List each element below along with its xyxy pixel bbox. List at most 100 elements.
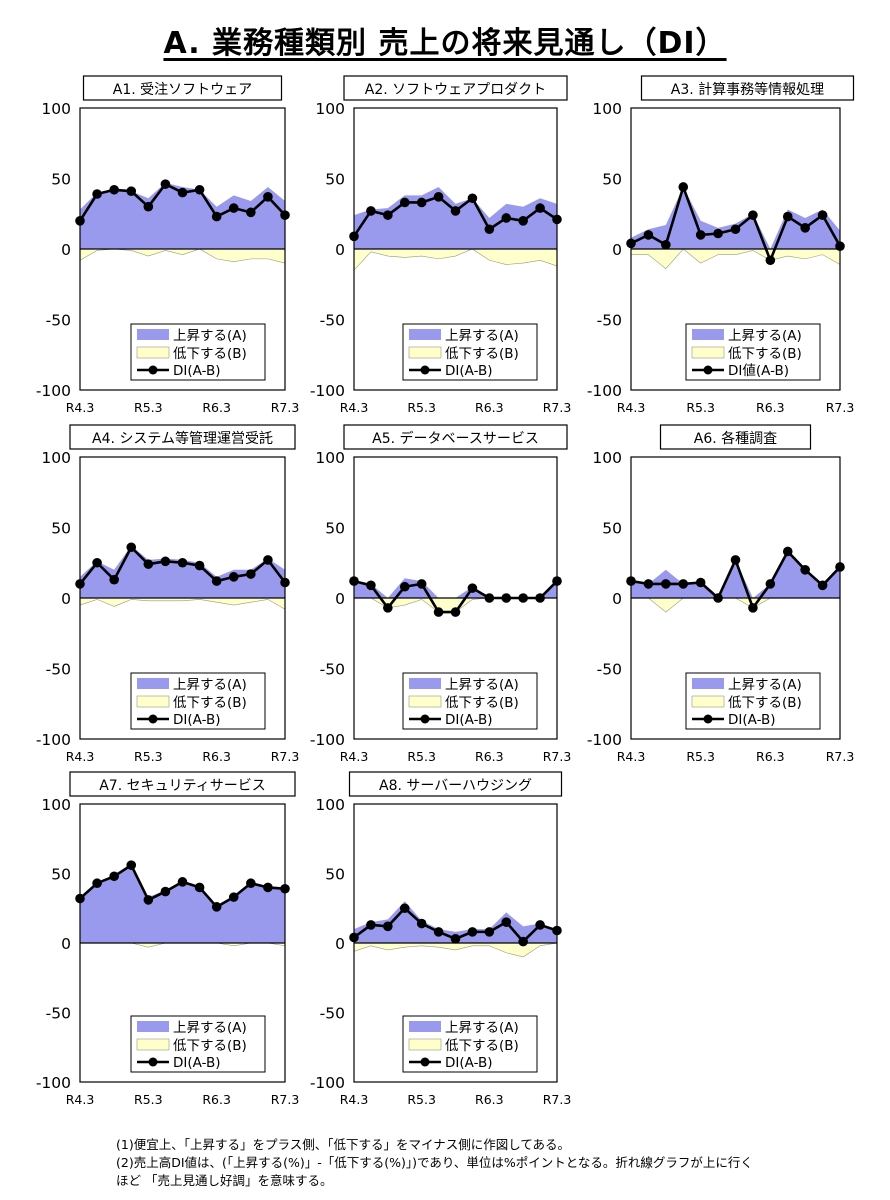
di-point <box>126 186 137 196</box>
di-point <box>383 603 393 613</box>
chart-title: A2. ソフトウェアプロダクト <box>365 82 546 98</box>
y-tick-label: -100 <box>36 1074 71 1092</box>
y-tick-label: 50 <box>51 520 71 538</box>
x-tick-label: R7.3 <box>271 1092 300 1107</box>
y-tick-label: -50 <box>320 661 345 679</box>
chart-legend: 上昇する(A) 低下する(B)DI(A-B) <box>130 1015 266 1073</box>
di-point <box>484 224 495 235</box>
y-tick-label: -50 <box>597 312 622 330</box>
di-point <box>782 546 793 557</box>
di-point <box>263 192 273 202</box>
y-tick-label: 0 <box>612 241 622 259</box>
di-point <box>143 201 154 212</box>
legend-swatch-down <box>691 346 725 359</box>
di-point <box>366 206 376 216</box>
di-point <box>92 557 102 568</box>
x-tick-label: R4.3 <box>617 749 646 764</box>
legend-swatch-up <box>137 678 169 689</box>
note-line-2: (2)売上高DI値は、(「上昇する(%)」-「低下する(%)」)であり、単位は%… <box>116 1155 753 1170</box>
di-point <box>765 255 776 266</box>
note-line-1: (1)便宜上、「上昇する」をプラス側、「低下する」をマイナス側に作図してある。 <box>116 1137 570 1152</box>
di-point <box>800 565 810 575</box>
legend-label-di: DI(A-B) <box>445 363 493 379</box>
legend-label-down: 低下する(B) <box>445 1038 519 1054</box>
x-tick-label: R4.3 <box>66 1092 95 1107</box>
legend-swatch-up <box>409 678 441 689</box>
di-point <box>194 184 205 195</box>
chart-title-box <box>640 75 855 101</box>
di-point <box>661 239 671 250</box>
y-tick-label: -50 <box>46 661 71 679</box>
x-tick-label: R4.3 <box>340 1092 369 1107</box>
di-point <box>501 593 512 603</box>
di-point <box>450 934 461 944</box>
di-point <box>713 593 723 603</box>
legend-swatch-down <box>691 695 725 708</box>
y-tick-label: -50 <box>320 312 345 330</box>
di-point <box>518 216 528 226</box>
y-tick-label: -50 <box>46 1005 71 1023</box>
series-area-down <box>79 597 286 610</box>
series-area-up <box>80 182 285 249</box>
chart-title-box <box>82 75 283 101</box>
di-point <box>263 882 273 893</box>
y-tick-label: -100 <box>310 1074 345 1092</box>
y-tick-label: 100 <box>41 100 71 118</box>
legend-swatch-di-marker <box>420 365 430 375</box>
x-tick-label: R4.3 <box>340 749 369 764</box>
di-point <box>800 223 810 233</box>
x-tick-label: R7.3 <box>826 749 855 764</box>
y-tick-label: 0 <box>61 590 71 608</box>
di-point <box>643 230 654 240</box>
chart-legend: 上昇する(A) 低下する(B)DI(A-B) <box>130 672 266 730</box>
x-tick-label: R4.3 <box>66 749 95 764</box>
legend-swatch-di-marker <box>420 1057 430 1067</box>
di-point <box>109 871 119 882</box>
di-point <box>450 607 461 617</box>
di-point <box>399 581 410 592</box>
plot-frame <box>79 456 286 740</box>
series-area-down <box>353 248 558 271</box>
x-tick-label: R5.3 <box>686 400 715 415</box>
y-tick-label: 0 <box>61 241 71 259</box>
di-point <box>484 593 495 603</box>
y-tick-label: 50 <box>325 520 345 538</box>
di-point <box>383 210 393 220</box>
y-tick-label: 100 <box>592 100 622 118</box>
di-point <box>817 210 828 220</box>
di-point <box>246 569 256 579</box>
legend-label-down: 低下する(B) <box>173 695 247 711</box>
di-point <box>678 579 689 589</box>
chart-title-box <box>69 771 296 797</box>
legend-label-up: 上昇する(A) <box>728 677 802 693</box>
di-point <box>535 593 545 603</box>
chart-legend: 上昇する(A) 低下する(B)DI値(A-B) <box>685 323 821 381</box>
di-point <box>501 213 512 223</box>
legend-label-di: DI(A-B) <box>173 712 221 728</box>
x-tick-label: R7.3 <box>543 400 572 415</box>
di-point <box>748 603 758 613</box>
plot-frame <box>353 803 558 1083</box>
di-point <box>730 224 741 235</box>
chart-title: A4. システム等管理運営受託 <box>92 430 273 447</box>
di-point <box>450 206 461 216</box>
di-point <box>263 555 273 565</box>
y-tick-label: 100 <box>315 449 345 467</box>
legend-swatch-up <box>137 1021 169 1032</box>
legend-label-di: DI値(A-B) <box>728 363 789 379</box>
di-point <box>126 860 137 870</box>
plot-frame <box>79 107 286 391</box>
x-tick-label: R6.3 <box>475 400 504 415</box>
di-point <box>713 228 723 239</box>
y-tick-label: 50 <box>602 520 622 538</box>
legend-label-up: 上昇する(A) <box>445 677 519 693</box>
y-tick-label: 50 <box>325 171 345 189</box>
x-tick-label: R6.3 <box>475 749 504 764</box>
di-point <box>518 936 528 947</box>
